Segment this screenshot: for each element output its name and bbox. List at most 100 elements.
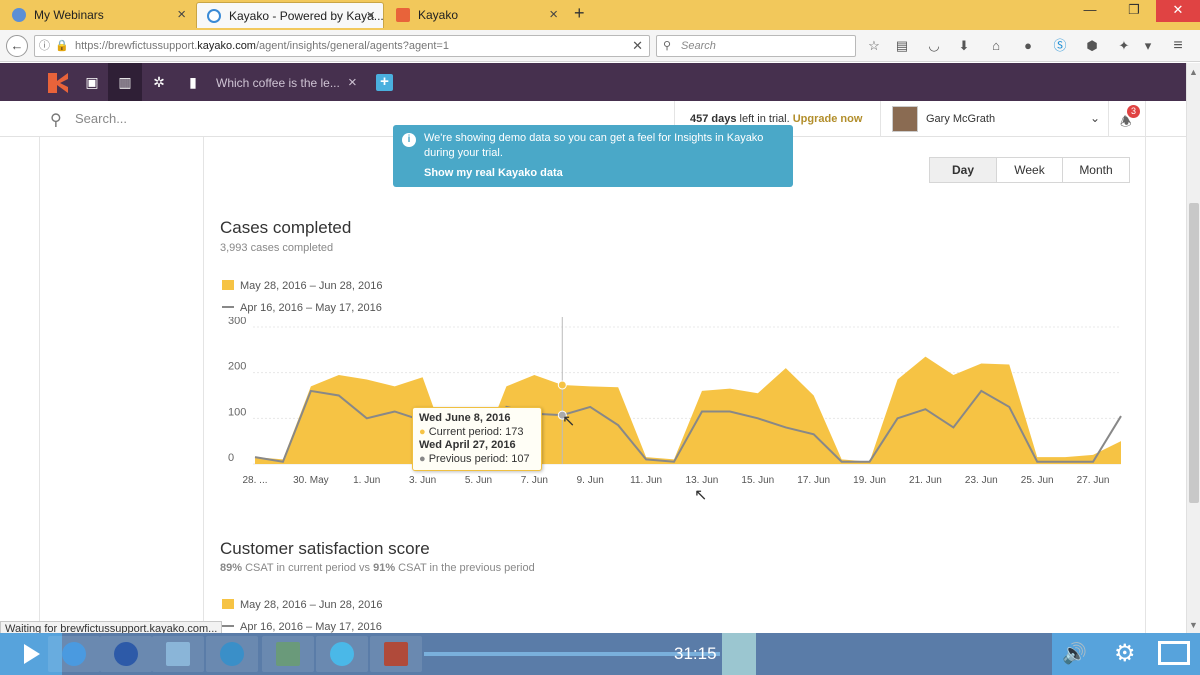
- close-icon[interactable]: ×: [177, 6, 186, 23]
- restore-icon[interactable]: ❐: [1128, 2, 1140, 17]
- chevron-down-icon[interactable]: ▾: [1144, 38, 1152, 53]
- scroll-down-icon[interactable]: ▼: [1189, 620, 1198, 630]
- loading-icon: [207, 8, 221, 23]
- mouse-cursor: ↖: [562, 413, 576, 430]
- cases-chart[interactable]: 0 100 200 300 28. ... 30. May 1. Jun 3. Jun 5. J…: [200, 317, 1140, 487]
- extension-icon[interactable]: ⬢: [1086, 38, 1098, 53]
- flower-icon: [330, 642, 354, 666]
- new-case-button[interactable]: +: [376, 74, 393, 91]
- fullscreen-icon[interactable]: [1158, 641, 1190, 665]
- legend-current[interactable]: May 28, 2016 – Jun 28, 2016: [222, 280, 383, 292]
- play-icon: [24, 644, 40, 664]
- taskbar-snipping[interactable]: [316, 636, 368, 672]
- cases-title: Cases completed: [220, 218, 352, 237]
- page-scrollbar[interactable]: ▲ ▼: [1186, 63, 1200, 633]
- window-close-icon[interactable]: ✕: [1156, 0, 1200, 22]
- upgrade-link[interactable]: Upgrade now: [792, 113, 863, 125]
- x-tick-label: 27. Jun: [1077, 475, 1110, 486]
- csat-subtitle: 89% CSAT in current period vs 91% CSAT i…: [220, 562, 535, 574]
- y-tick-label: 0: [228, 452, 234, 464]
- banner-text: We're showing demo data so you can get a…: [424, 132, 764, 159]
- scroll-up-icon[interactable]: ▲: [1189, 67, 1198, 77]
- back-arrow-icon[interactable]: ←: [6, 35, 28, 57]
- insights-tab[interactable]: ▥: [108, 63, 142, 101]
- clear-url-icon[interactable]: ✕: [632, 38, 643, 53]
- search-icon: ⚲: [663, 40, 672, 52]
- reading-list-icon[interactable]: ▤: [895, 38, 909, 53]
- settings-gear-icon[interactable]: ⚙: [1114, 640, 1136, 667]
- taskbar-app[interactable]: [262, 636, 314, 672]
- csat-legend-previous[interactable]: Apr 16, 2016 – May 17, 2016: [222, 621, 382, 633]
- chat-icon[interactable]: ●: [1024, 38, 1032, 53]
- play-button[interactable]: [0, 633, 62, 675]
- bookmark-star-icon[interactable]: ☆: [868, 38, 880, 53]
- show-real-data-link[interactable]: Show my real Kayako data: [424, 167, 563, 179]
- volume-icon[interactable]: 🔊: [1062, 643, 1087, 665]
- hover-point-current: [557, 380, 567, 390]
- chrome-icon: [220, 642, 244, 666]
- url-bar[interactable]: ⓘ 🔒 https://brewfictussupport.kayako.com…: [34, 35, 650, 57]
- info-icon: ⓘ: [39, 40, 50, 52]
- new-tab-button[interactable]: +: [574, 3, 585, 23]
- avatar[interactable]: [892, 106, 918, 132]
- browser-tab-kayako-powered[interactable]: Kayako - Powered by Kaya... ×: [196, 2, 384, 28]
- skype-icon[interactable]: Ⓢ: [1053, 38, 1067, 53]
- minimize-icon[interactable]: —: [1083, 2, 1097, 17]
- tab-label: My Webinars: [34, 8, 104, 22]
- app-search-input[interactable]: Search...: [75, 111, 128, 126]
- legend-previous-label: Apr 16, 2016 – May 17, 2016: [240, 302, 382, 314]
- close-tab-icon[interactable]: ×: [348, 74, 357, 91]
- csat-legend-current[interactable]: May 28, 2016 – Jun 28, 2016: [222, 599, 383, 611]
- taskbar-chrome[interactable]: [48, 636, 100, 672]
- browser-icon: [62, 642, 86, 666]
- globe-icon: [12, 8, 26, 22]
- y-tick-label: 300: [228, 317, 246, 327]
- pocket-icon[interactable]: ◡: [928, 38, 940, 53]
- scrollbar-thumb[interactable]: [1189, 203, 1199, 503]
- tooltip-previous-value: Previous period: 107: [428, 452, 530, 465]
- firefox-icon: [114, 642, 138, 666]
- taskbar-powerpoint[interactable]: [370, 636, 422, 672]
- video-time: 31:15: [674, 644, 717, 663]
- url-prefix: https://brewfictussupport.: [75, 40, 198, 52]
- csat-legend-previous-label: Apr 16, 2016 – May 17, 2016: [240, 621, 382, 633]
- book-icon[interactable]: ▮: [189, 74, 197, 90]
- trial-notice: 457 days left in trial. Upgrade now: [690, 113, 862, 125]
- x-tick-label: 28. ...: [242, 475, 267, 486]
- user-name[interactable]: Gary McGrath: [926, 113, 996, 125]
- y-tick-label: 200: [228, 361, 246, 373]
- browser-tab-kayako[interactable]: Kayako ×: [386, 2, 566, 28]
- browser-search-input[interactable]: ⚲ Search: [656, 35, 856, 57]
- menu-icon[interactable]: ≡: [1173, 37, 1183, 54]
- taskbar-explorer[interactable]: [152, 636, 204, 672]
- series-current-area: [255, 356, 1121, 464]
- powerpoint-icon: [384, 642, 408, 666]
- taskbar-chrome-2[interactable]: [206, 636, 258, 672]
- taskbar-firefox[interactable]: [100, 636, 152, 672]
- video-progress-played[interactable]: [424, 652, 720, 656]
- close-icon[interactable]: ×: [549, 6, 558, 23]
- kayako-logo[interactable]: [48, 73, 68, 93]
- divider: [880, 101, 881, 137]
- period-day-button[interactable]: Day: [929, 157, 997, 183]
- chevron-down-icon[interactable]: ⌄: [1090, 111, 1101, 125]
- hover-point-previous: [557, 410, 567, 420]
- video-scrubber[interactable]: [722, 633, 756, 675]
- open-conversation-tab[interactable]: Which coffee is the le...: [216, 76, 340, 90]
- period-week-button[interactable]: Week: [996, 157, 1063, 183]
- legend-previous[interactable]: Apr 16, 2016 – May 17, 2016: [222, 302, 382, 314]
- addon-icon[interactable]: ✦: [1118, 38, 1130, 53]
- video-controls: 🔊 ⚙: [1052, 633, 1200, 675]
- csat-current: 89%: [220, 562, 243, 574]
- inbox-icon[interactable]: ▣: [85, 74, 99, 90]
- period-month-button[interactable]: Month: [1062, 157, 1130, 183]
- browser-tab-webinars[interactable]: My Webinars ×: [2, 2, 194, 28]
- close-icon[interactable]: ×: [366, 7, 375, 24]
- download-icon[interactable]: ⬇: [958, 38, 970, 53]
- bell-icon[interactable]: 🕭: [1120, 114, 1132, 129]
- gear-icon[interactable]: ✲: [153, 74, 165, 90]
- x-tick-label: 19. Jun: [853, 475, 886, 486]
- panel-border: [203, 137, 204, 633]
- home-icon[interactable]: ⌂: [992, 38, 1000, 53]
- notification-badge: 3: [1127, 105, 1140, 118]
